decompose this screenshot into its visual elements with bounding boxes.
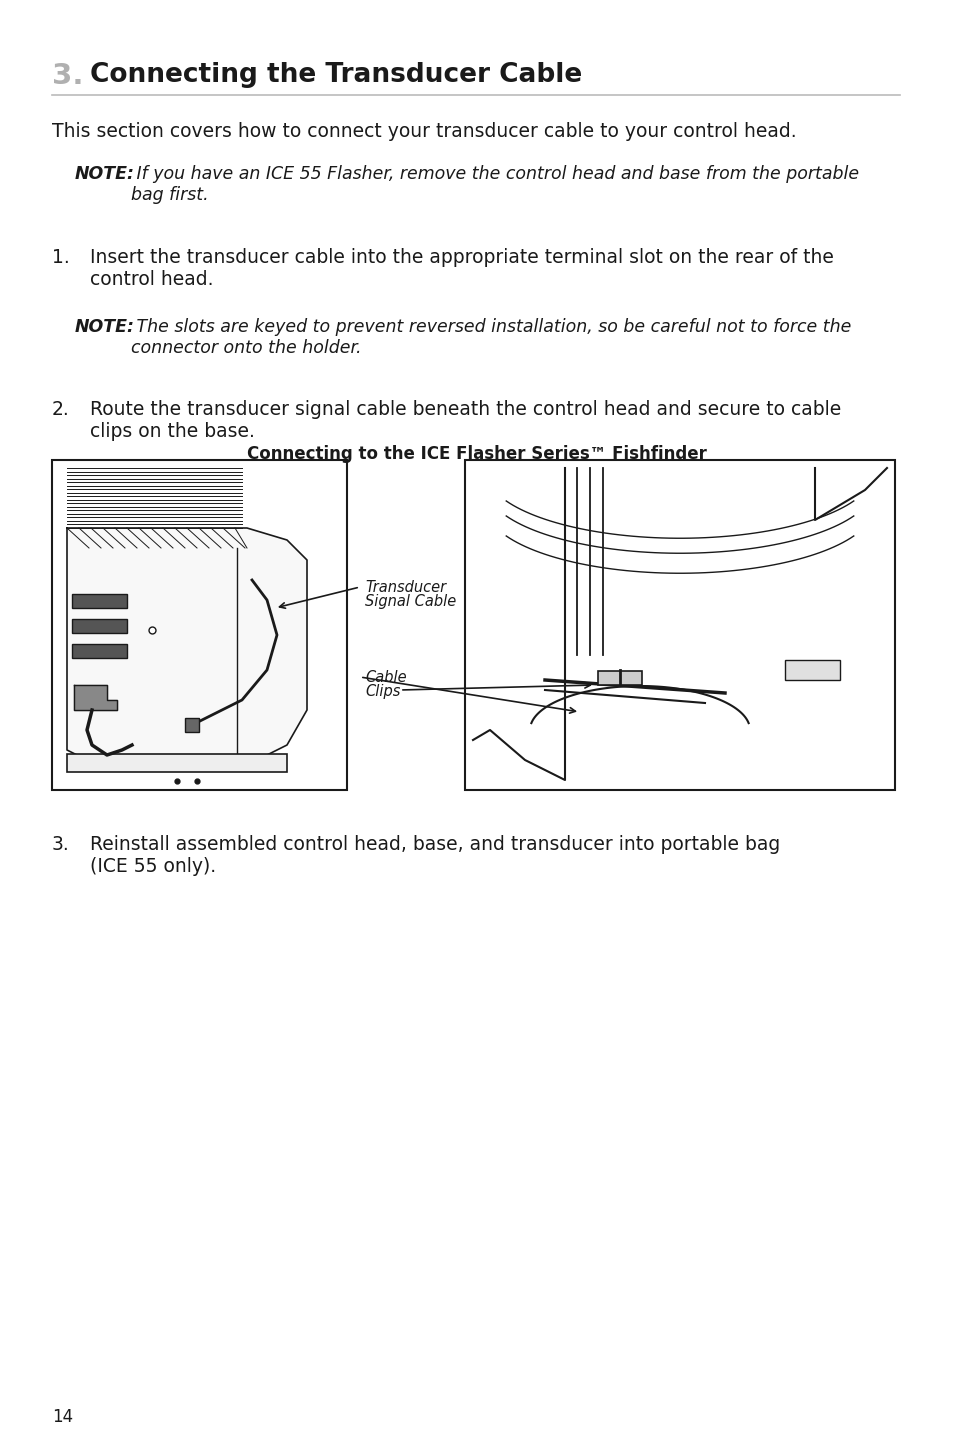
Text: Transducer: Transducer — [365, 580, 446, 595]
Text: Cable: Cable — [365, 670, 406, 685]
Bar — [598, 671, 641, 685]
Text: Signal Cable: Signal Cable — [365, 594, 456, 610]
Text: 2.: 2. — [52, 401, 70, 419]
Bar — [71, 594, 127, 608]
Bar — [52, 459, 347, 790]
Text: clips on the base.: clips on the base. — [90, 422, 254, 441]
Text: Route the transducer signal cable beneath the control head and secure to cable: Route the transducer signal cable beneat… — [90, 401, 841, 419]
Polygon shape — [74, 685, 117, 710]
Text: Insert the transducer cable into the appropriate terminal slot on the rear of th: Insert the transducer cable into the app… — [90, 248, 833, 268]
Text: (ICE 55 only).: (ICE 55 only). — [90, 857, 216, 876]
Bar — [67, 754, 287, 771]
Text: NOTE:: NOTE: — [75, 165, 135, 183]
Text: Reinstall assembled control head, base, and transducer into portable bag: Reinstall assembled control head, base, … — [90, 836, 780, 854]
Bar — [464, 459, 894, 790]
Text: 3.: 3. — [52, 836, 70, 854]
Polygon shape — [67, 528, 307, 770]
Text: 14: 14 — [52, 1408, 73, 1427]
Text: Connecting the Transducer Cable: Connecting the Transducer Cable — [90, 62, 581, 87]
Text: NOTE:: NOTE: — [75, 318, 135, 336]
Text: Clips: Clips — [365, 684, 400, 698]
Text: 3.: 3. — [52, 62, 84, 90]
Text: If you have an ICE 55 Flasher, remove the control head and base from the portabl: If you have an ICE 55 Flasher, remove th… — [131, 165, 859, 203]
Text: 1.: 1. — [52, 248, 70, 268]
Bar — [71, 620, 127, 633]
Text: Connecting to the ICE Flasher Series™ Fishfinder: Connecting to the ICE Flasher Series™ Fi… — [247, 445, 706, 464]
Bar — [784, 660, 840, 680]
Bar — [71, 644, 127, 658]
Text: The slots are keyed to prevent reversed installation, so be careful not to force: The slots are keyed to prevent reversed … — [131, 318, 850, 356]
Text: This section covers how to connect your transducer cable to your control head.: This section covers how to connect your … — [52, 122, 796, 142]
Text: control head.: control head. — [90, 270, 213, 289]
